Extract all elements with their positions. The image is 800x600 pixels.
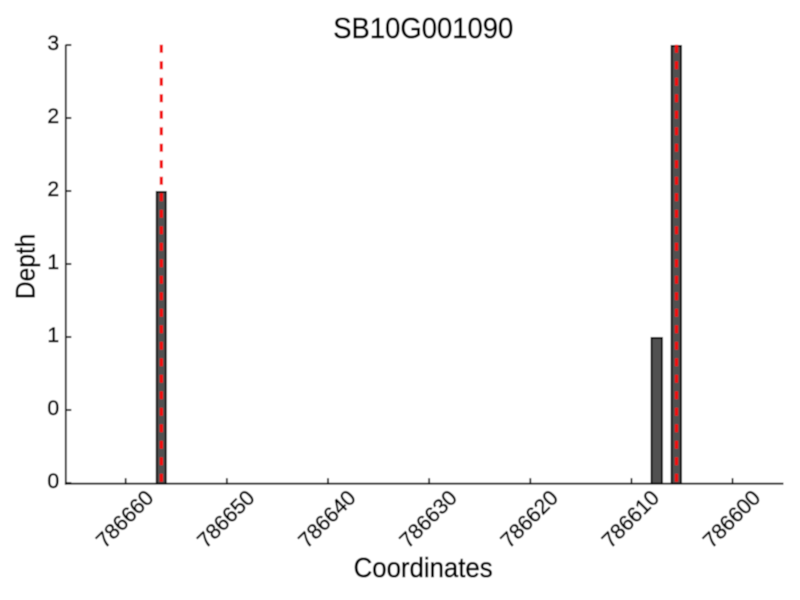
svg-text:0: 0: [47, 397, 59, 420]
svg-text:Depth: Depth: [11, 234, 41, 299]
svg-text:1: 1: [47, 324, 59, 347]
svg-text:Coordinates: Coordinates: [354, 552, 493, 583]
svg-text:0: 0: [47, 470, 59, 493]
svg-text:1: 1: [47, 251, 59, 274]
svg-text:2: 2: [47, 105, 59, 128]
svg-text:3: 3: [47, 32, 59, 55]
svg-text:2: 2: [47, 178, 59, 201]
svg-text:SB10G001090: SB10G001090: [333, 13, 513, 45]
